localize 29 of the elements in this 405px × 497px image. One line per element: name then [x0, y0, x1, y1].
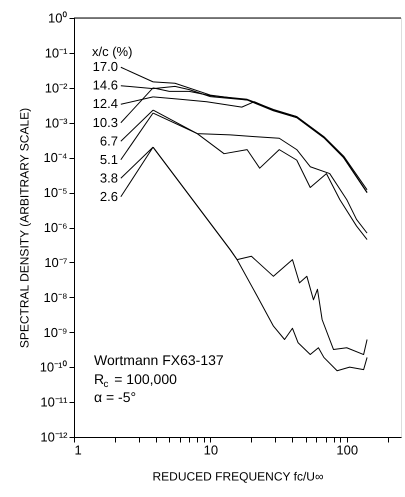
y-tick-label: 10⁻¹	[44, 45, 68, 60]
legend-label: 17.0	[92, 59, 118, 74]
y-tick-label: 10⁻³	[44, 115, 68, 130]
x-tick-label: 10	[204, 442, 218, 458]
y-tick-label: 10⁻¹⁰	[40, 360, 68, 375]
y-tick-label: 10⁻⁴	[43, 150, 68, 166]
text: 2.6	[100, 188, 118, 204]
y-tick-label: 10⁻⁸	[44, 290, 68, 305]
y-tick-label: 10⁻⁷	[44, 254, 68, 270]
annotation: α = -5°	[94, 389, 136, 405]
y-tick-label: 10⁰	[48, 10, 68, 26]
y-tick-label: 10⁻⁵	[44, 185, 68, 200]
text: 3.8	[100, 170, 118, 186]
x-tick-label: 1	[74, 442, 82, 458]
text: 6.7	[100, 133, 118, 148]
x-tick-label: 100	[336, 442, 358, 458]
y-tick-label: 10⁻¹²	[40, 430, 68, 444]
y-tick-label: 10⁻⁶	[44, 220, 68, 235]
legend-label: 12.4	[92, 96, 118, 112]
y-axis-title: SPECTRAL DENSITY (ARBITRARY SCALE)	[18, 108, 32, 348]
legend-label: 10.3	[92, 114, 118, 130]
legend-label: 5.1	[100, 152, 118, 167]
x-axis-title: REDUCED FREQUENCY fc/U∞	[152, 470, 324, 484]
annotation: Wortmann FX63-137	[94, 352, 224, 368]
annotation: x/c (%)	[92, 44, 132, 59]
y-tick-label: 10⁻⁹	[43, 324, 68, 340]
legend-label: 14.6	[92, 78, 118, 93]
y-tick-label: 10⁻²	[44, 80, 68, 96]
y-tick-label: 10⁻¹¹	[40, 394, 68, 410]
